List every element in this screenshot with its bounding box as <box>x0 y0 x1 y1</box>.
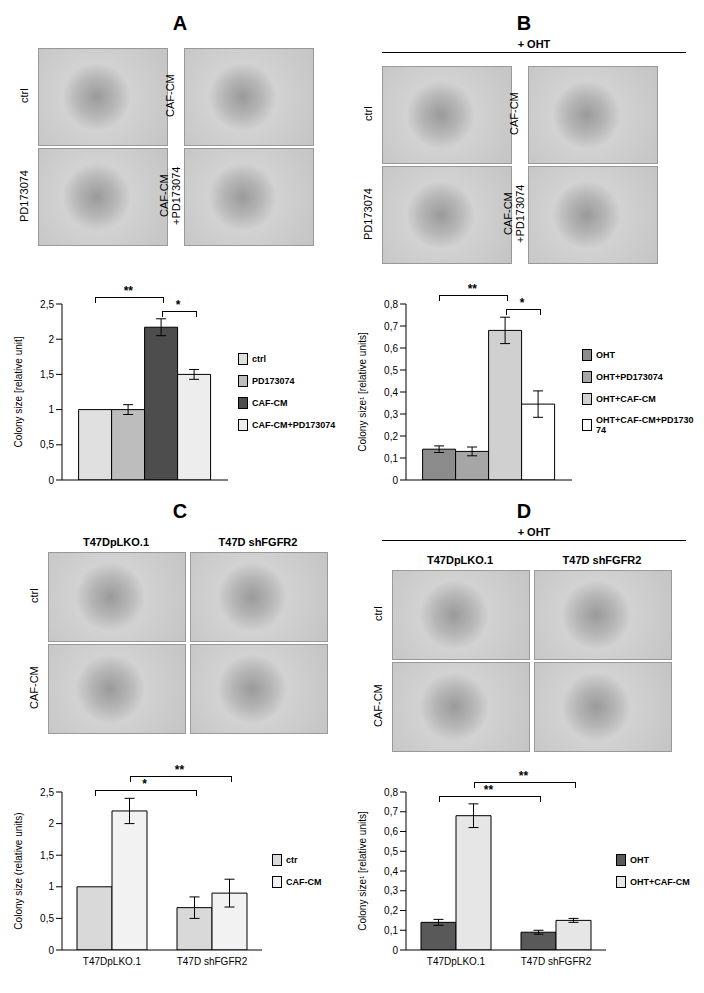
svg-text:Colony size¹ [relative units]: Colony size¹ [relative units] <box>357 811 368 931</box>
svg-text:0,4: 0,4 <box>384 866 398 877</box>
svg-text:1: 1 <box>48 404 54 415</box>
html-text:OHT: OHT <box>630 855 649 865</box>
html-text:CAF-CM +PD173074: CAF-CM +PD173074 <box>158 166 182 226</box>
html-text:+ OHT: + OHT <box>517 38 551 50</box>
html-text:ctrl: ctrl <box>18 88 30 104</box>
html-text:OHT+CAF-CM: OHT+CAF-CM <box>596 394 656 404</box>
svg-text:0,7: 0,7 <box>384 806 398 817</box>
svg-text:2: 2 <box>48 334 54 345</box>
svg-text:0: 0 <box>48 475 54 486</box>
html-text:CAF-CM+PD173074: CAF-CM+PD173074 <box>252 420 336 430</box>
svg-text:0,4: 0,4 <box>384 387 398 398</box>
svg-text:0,3: 0,3 <box>384 885 398 896</box>
html-text:OHT+CAF-CM: OHT+CAF-CM <box>630 877 690 887</box>
svg-text:Colony size (relative units): Colony size (relative units) <box>13 812 24 929</box>
html-text:ctrl: ctrl <box>28 588 40 604</box>
svg-text:T47DpLKO.1: T47DpLKO.1 <box>83 956 142 967</box>
svg-text:T47D shFGFR2: T47D shFGFR2 <box>177 956 248 967</box>
html-text:T47D shFGFR2: T47D shFGFR2 <box>562 554 642 566</box>
svg-text:0,8: 0,8 <box>384 299 398 310</box>
svg-text:T47DpLKO.1: T47DpLKO.1 <box>427 956 486 967</box>
html-text:CAF-CM: CAF-CM <box>252 398 288 408</box>
html-text:OHT: OHT <box>596 350 615 360</box>
svg-text:0,2: 0,2 <box>384 431 398 442</box>
html-text:CAF-CM: CAF-CM <box>286 877 322 887</box>
svg-text:0,6: 0,6 <box>384 343 398 354</box>
svg-text:0: 0 <box>48 945 54 956</box>
html-text:ctrl: ctrl <box>252 354 266 364</box>
svg-text:2,5: 2,5 <box>40 299 54 310</box>
html-text:OHT+PD173074: OHT+PD173074 <box>596 372 663 382</box>
html-text:B: B <box>516 12 532 34</box>
html-text:C: C <box>172 500 188 522</box>
svg-text:Colony size [relative unit]: Colony size [relative unit] <box>13 336 24 447</box>
svg-text:0,1: 0,1 <box>384 453 398 464</box>
svg-text:T47D shFGFR2: T47D shFGFR2 <box>521 956 592 967</box>
html-text:ctrl: ctrl <box>362 106 374 122</box>
svg-text:2,5: 2,5 <box>40 787 54 798</box>
svg-text:0,5: 0,5 <box>384 365 398 376</box>
html-text:T47D shFGFR2: T47D shFGFR2 <box>218 536 298 548</box>
html-text:CAF-CM +PD173074: CAF-CM +PD173074 <box>502 184 526 244</box>
svg-text:0,5: 0,5 <box>40 439 54 450</box>
svg-text:0,7: 0,7 <box>384 321 398 332</box>
html-text:CAF-CM: CAF-CM <box>28 666 40 710</box>
html-text:A: A <box>172 12 188 34</box>
svg-text:Colony size¹ [relative units]: Colony size¹ [relative units] <box>357 332 368 452</box>
html-text:CAF-CM: CAF-CM <box>164 74 176 118</box>
svg-text:0,1: 0,1 <box>384 925 398 936</box>
html-text:PD173074: PD173074 <box>362 188 374 240</box>
html-text:CAF-CM: CAF-CM <box>508 92 520 136</box>
html-text:OHT+CAF-CM+PD173074: OHT+CAF-CM+PD173074 <box>596 415 694 435</box>
html-text:+ OHT: + OHT <box>517 526 551 538</box>
html-text:T47DpLKO.1: T47DpLKO.1 <box>83 536 149 548</box>
svg-text:0,2: 0,2 <box>384 905 398 916</box>
svg-text:1,5: 1,5 <box>40 850 54 861</box>
html-text:PD173074: PD173074 <box>252 376 295 386</box>
svg-text:1: 1 <box>48 881 54 892</box>
html-text:ctr: ctr <box>286 855 298 865</box>
svg-text:0,3: 0,3 <box>384 409 398 420</box>
html-text:T47DpLKO.1: T47DpLKO.1 <box>427 554 493 566</box>
html-text:PD173074: PD173074 <box>18 170 30 222</box>
svg-text:0,8: 0,8 <box>384 787 398 798</box>
svg-text:0,6: 0,6 <box>384 826 398 837</box>
svg-text:2: 2 <box>48 818 54 829</box>
html-text:D: D <box>516 500 532 522</box>
svg-text:0,5: 0,5 <box>40 913 54 924</box>
svg-text:0: 0 <box>392 475 398 486</box>
html-text:ctrl: ctrl <box>372 606 384 622</box>
html-text:CAF-CM: CAF-CM <box>372 684 384 728</box>
svg-text:1,5: 1,5 <box>40 369 54 380</box>
svg-text:0,5: 0,5 <box>384 846 398 857</box>
svg-text:0: 0 <box>392 945 398 956</box>
